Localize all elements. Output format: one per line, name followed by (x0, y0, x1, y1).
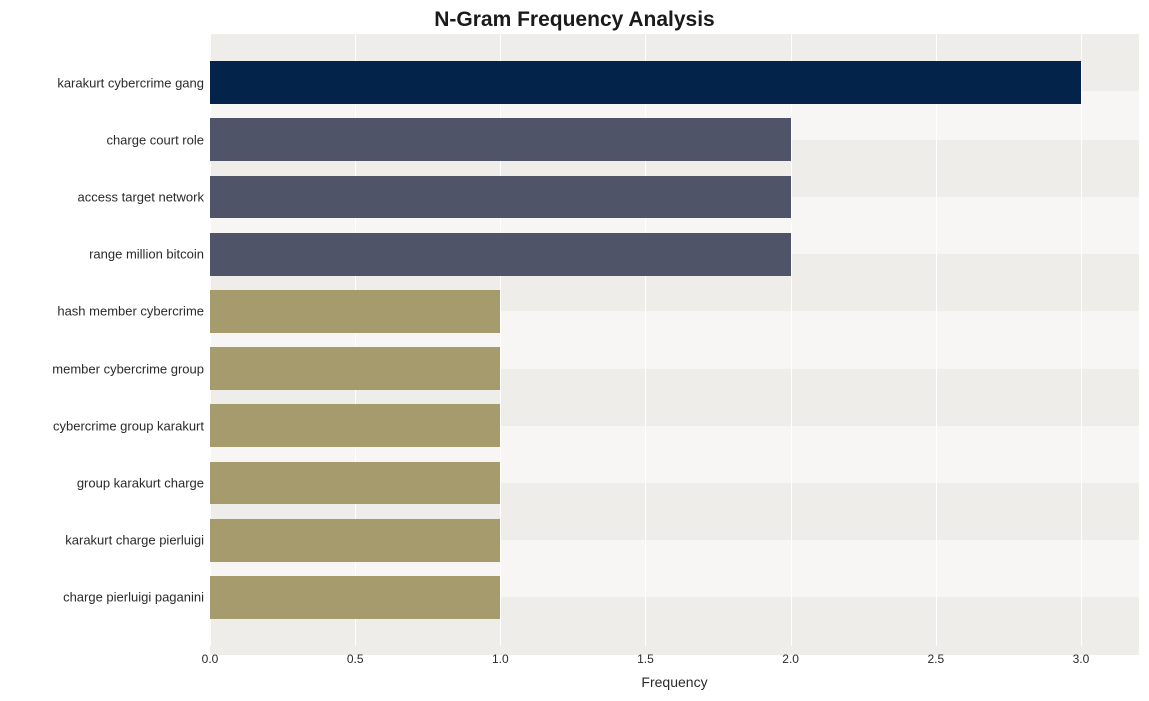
x-tick-label: 0.5 (347, 652, 364, 666)
y-tick-label: hash member cybercrime (4, 304, 204, 319)
x-tick-label: 2.0 (782, 652, 799, 666)
y-tick-label: access target network (4, 190, 204, 205)
x-tick-label: 1.0 (492, 652, 509, 666)
bar (210, 61, 1081, 104)
chart-title: N-Gram Frequency Analysis (0, 8, 1149, 32)
ngram-chart: N-Gram Frequency Analysis Frequency kara… (0, 0, 1149, 701)
grid-line (1081, 34, 1082, 646)
bar (210, 290, 500, 333)
x-axis-label: Frequency (210, 674, 1139, 690)
x-tick-label: 2.5 (927, 652, 944, 666)
bar (210, 118, 791, 161)
y-tick-label: karakurt cybercrime gang (4, 75, 204, 90)
bar (210, 233, 791, 276)
x-tick-label: 0.0 (202, 652, 219, 666)
y-tick-label: charge pierluigi paganini (4, 590, 204, 605)
grid-line (936, 34, 937, 646)
x-tick-label: 1.5 (637, 652, 654, 666)
bar (210, 404, 500, 447)
y-tick-label: charge court role (4, 132, 204, 147)
y-tick-label: karakurt charge pierluigi (4, 533, 204, 548)
y-tick-label: group karakurt charge (4, 475, 204, 490)
y-tick-label: member cybercrime group (4, 361, 204, 376)
bar (210, 576, 500, 619)
bar (210, 347, 500, 390)
y-tick-label: range million bitcoin (4, 247, 204, 262)
bar (210, 519, 500, 562)
plot-area (210, 34, 1139, 646)
grid-line (791, 34, 792, 646)
bar (210, 176, 791, 219)
y-tick-label: cybercrime group karakurt (4, 418, 204, 433)
bar (210, 462, 500, 505)
x-tick-label: 3.0 (1073, 652, 1090, 666)
